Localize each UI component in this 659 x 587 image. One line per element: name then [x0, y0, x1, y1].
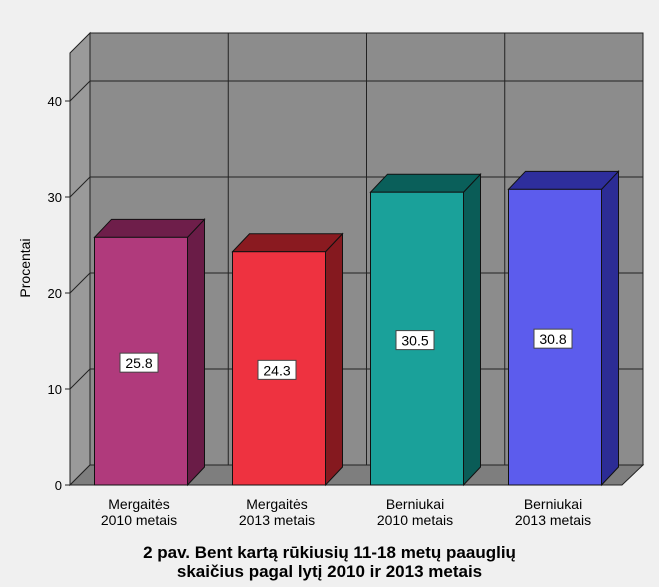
bar-top-face — [369, 173, 482, 193]
bar-side-face — [463, 172, 481, 487]
data-label-box — [119, 352, 159, 373]
gridline-side — [69, 176, 91, 198]
gridline-side — [69, 80, 91, 102]
x-tick-label-line: 2013 metais — [515, 512, 591, 528]
data-label-text: 24.3 — [263, 362, 290, 378]
bar — [507, 170, 620, 487]
y-tick-label: 30 — [48, 190, 62, 205]
bar-side-face — [325, 232, 343, 487]
y-axis-title: Procentai — [17, 238, 33, 297]
y-tick-label: 0 — [55, 478, 62, 493]
caption-line-2: skaičius pagal lytį 2010 ir 2013 metais — [176, 562, 483, 581]
x-tick-label-line: 2013 metais — [239, 512, 315, 528]
x-tick-label-line: Mergaitės — [108, 496, 169, 512]
data-label-box — [395, 330, 435, 351]
x-tick-label: Mergaitės 2013 metais — [239, 496, 315, 528]
caption-line-1: 2 pav. Bent kartą rūkiusių 11-18 metų pa… — [143, 543, 516, 562]
data-label-box — [257, 359, 297, 380]
bar-top-face — [231, 233, 344, 253]
data-label-text: 30.8 — [539, 331, 566, 347]
x-tick-label-line: Mergaitės — [246, 496, 307, 512]
data-label: 24.3 — [257, 359, 297, 380]
y-tick-label: 10 — [48, 382, 62, 397]
bar-chart: 25.8 24.330.5 30.8 Mergaitės 2010 metaisMer… — [17, 31, 645, 528]
x-tick-label-line: Berniukai — [386, 496, 444, 512]
bar — [369, 172, 482, 487]
x-tick-label-line: Berniukai — [524, 496, 582, 512]
gridline-side — [69, 272, 91, 294]
bar — [93, 218, 206, 487]
x-tick-label: Berniukai 2013 metais — [515, 496, 591, 528]
x-tick-label: Mergaitės 2010 metais — [101, 496, 177, 528]
x-tick-label-line: 2010 metais — [377, 512, 453, 528]
chart-caption: 2 pav. Bent kartą rūkiusių 11-18 metų pa… — [0, 543, 659, 581]
bar — [231, 232, 344, 487]
bar-top-face — [93, 218, 206, 238]
data-label: 30.8 — [533, 328, 573, 349]
data-label-text: 25.8 — [125, 355, 152, 371]
data-label: 30.5 — [395, 330, 435, 351]
data-label: 25.8 — [119, 352, 159, 373]
bar-side-face — [601, 170, 619, 487]
bar-top-face — [507, 170, 620, 190]
y-tick-label: 20 — [48, 286, 62, 301]
x-tick-label-line: 2010 metais — [101, 512, 177, 528]
data-label-box — [533, 328, 573, 349]
y-tick-label: 40 — [48, 94, 62, 109]
data-label-text: 30.5 — [401, 333, 428, 349]
gridline-side — [69, 368, 91, 390]
x-tick-label: Berniukai 2010 metais — [377, 496, 453, 528]
bar-side-face — [187, 218, 205, 487]
left-wall — [69, 31, 91, 487]
